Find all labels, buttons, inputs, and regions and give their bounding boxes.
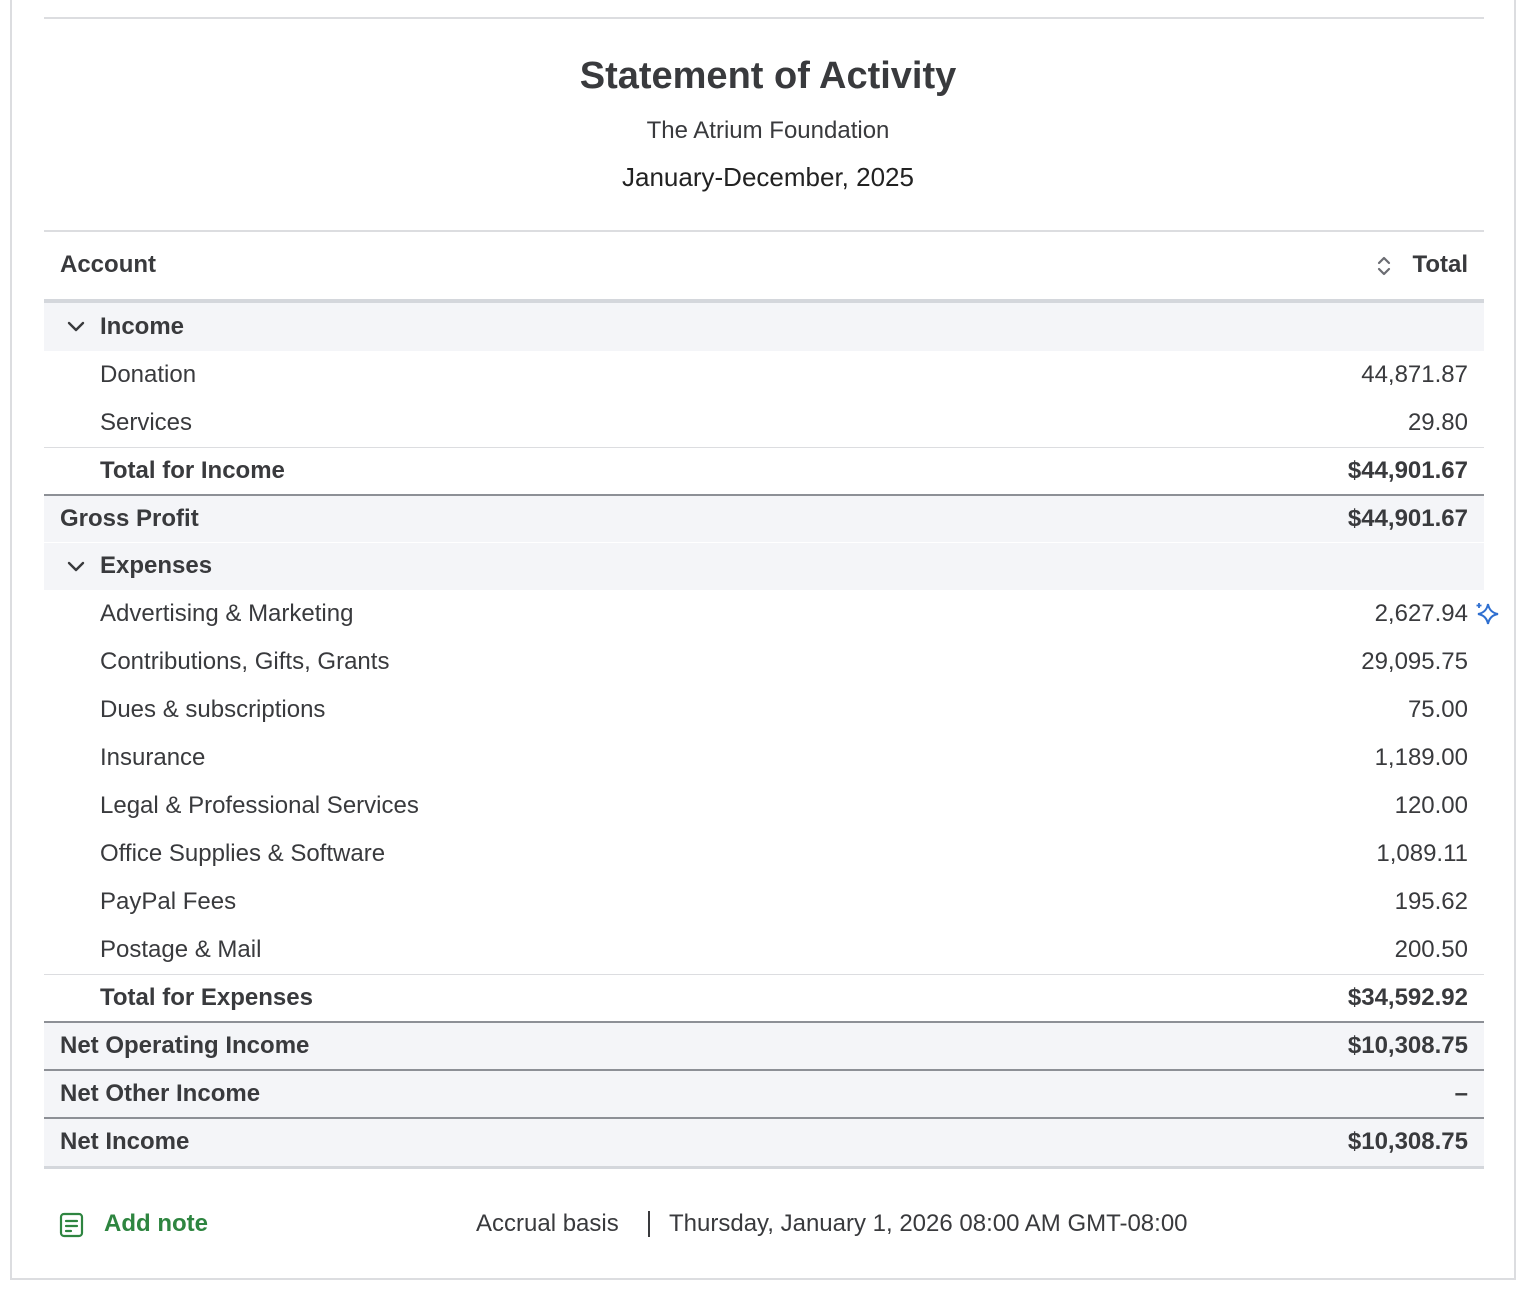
add-note-button[interactable]: Add note [104, 1210, 208, 1237]
account-label: Donation [100, 361, 197, 388]
period: January-December, 2025 [622, 162, 914, 192]
summary-row: Net Income $10,308.75 [44, 1119, 1484, 1169]
note-icon[interactable] [58, 1211, 86, 1239]
group-row[interactable]: Expenses [44, 543, 1484, 590]
summary-row: Net Other Income – [44, 1071, 1484, 1119]
account-row: Advertising & Marketing 2,627.94 [44, 590, 1499, 638]
amount: $34,592.92 [1347, 984, 1468, 1011]
sort-icon[interactable] [1374, 254, 1394, 278]
account-row: Services 29.80 [44, 399, 1484, 448]
account-label: Expenses [100, 552, 213, 579]
amount[interactable]: 1,089.11 [1376, 840, 1468, 867]
account-label: Services [100, 409, 193, 436]
basis: Accrual basis [476, 1210, 619, 1237]
account-row: Donation 44,871.87 [44, 351, 1484, 399]
account-label: Total for Income [100, 457, 285, 484]
report-frame [10, 0, 1516, 1280]
account-row: Contributions, Gifts, Grants 29,095.75 [44, 638, 1484, 686]
account-label: Legal & Professional Services [100, 792, 419, 819]
amount[interactable]: 200.50 [1394, 936, 1468, 963]
account-label: Office Supplies & Software [100, 840, 386, 867]
timestamp: Thursday, January 1, 2026 08:00 AM GMT-0… [669, 1210, 1188, 1237]
account-row: Legal & Professional Services 120.00 [44, 782, 1484, 830]
amount[interactable]: 2,627.94 [1375, 590, 1499, 638]
account-label: Net Other Income [60, 1080, 261, 1107]
account-row: Dues & subscriptions 75.00 [44, 686, 1484, 734]
account-label: Gross Profit [60, 505, 199, 532]
header-bottom-rule [44, 299, 1484, 303]
organization: The Atrium Foundation [646, 117, 890, 144]
group-row[interactable]: Income [44, 303, 1484, 351]
report-title: Statement of Activity [579, 55, 957, 97]
amount[interactable]: 1,189.00 [1374, 744, 1468, 771]
amount[interactable]: 44,871.87 [1361, 361, 1468, 388]
amount[interactable]: 195.62 [1394, 888, 1468, 915]
account-label: Advertising & Marketing [100, 600, 354, 627]
insight-icon[interactable] [1474, 600, 1502, 628]
amount: $44,901.67 [1347, 505, 1468, 532]
account-row: Insurance 1,189.00 [44, 734, 1484, 782]
summary-row: Gross Profit $44,901.67 [44, 496, 1484, 543]
account-label: Income [100, 313, 185, 340]
amount: $10,308.75 [1347, 1032, 1468, 1059]
amount[interactable]: 29.80 [1407, 409, 1468, 436]
amount[interactable]: 75.00 [1407, 696, 1468, 723]
amount: – [1454, 1080, 1468, 1107]
amount: $10,308.75 [1347, 1128, 1468, 1155]
total-row: Total for Income $44,901.67 [44, 448, 1484, 496]
amount[interactable]: 120.00 [1394, 792, 1468, 819]
account-label: Postage & Mail [100, 936, 262, 963]
separator [648, 1211, 650, 1237]
account-label: Dues & subscriptions [100, 696, 326, 723]
summary-row: Net Operating Income $10,308.75 [44, 1023, 1484, 1071]
amount: $44,901.67 [1347, 457, 1468, 484]
account-label: Total for Expenses [100, 984, 313, 1011]
account-label: Net Operating Income [60, 1032, 310, 1059]
total-row: Total for Expenses $34,592.92 [44, 975, 1484, 1023]
column-header: Account [60, 251, 156, 278]
account-label: Contributions, Gifts, Grants [100, 648, 390, 675]
account-row: PayPal Fees 195.62 [44, 878, 1484, 926]
account-row: Office Supplies & Software 1,089.11 [44, 830, 1484, 878]
header-rule [44, 230, 1484, 232]
account-row: Postage & Mail 200.50 [44, 926, 1484, 975]
amount[interactable]: 29,095.75 [1361, 648, 1468, 675]
top-rule [44, 17, 1484, 19]
column-header[interactable]: Total [1412, 251, 1468, 278]
account-label: Net Income [60, 1128, 190, 1155]
account-label: PayPal Fees [100, 888, 237, 915]
account-label: Insurance [100, 744, 206, 771]
